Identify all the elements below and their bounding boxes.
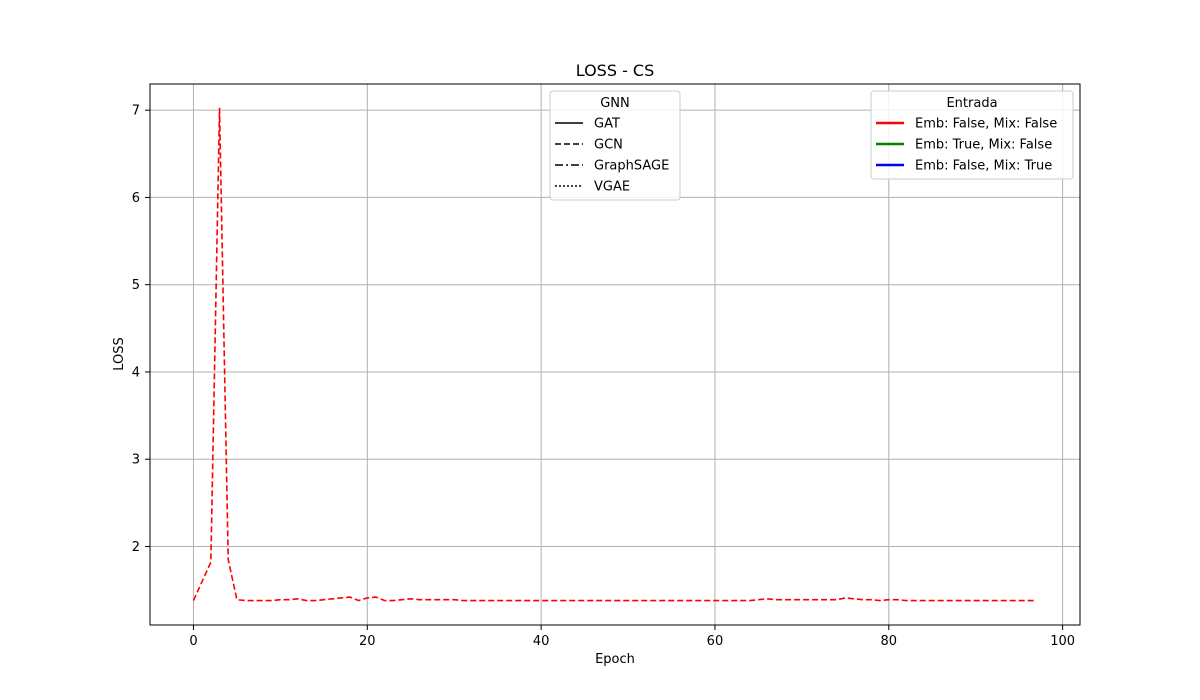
y-axis-label: LOSS	[112, 337, 127, 371]
legend-box	[549, 90, 681, 201]
legend-title: GNN	[600, 96, 630, 111]
y-tick-label: 5	[132, 278, 140, 293]
legend-input: Entrada Emb: False, Mix: False Emb: True, …	[870, 90, 1074, 180]
x-tick-label: 20	[359, 634, 376, 649]
x-tick-label: 60	[707, 634, 724, 649]
y-tick-label: 6	[132, 191, 140, 206]
chart-title: LOSS - CS	[576, 61, 655, 80]
x-tick-label: 40	[533, 634, 550, 649]
series-line-gcn	[192, 107, 1037, 602]
legend-label: GCN	[594, 138, 623, 153]
legend-label: VGAE	[594, 180, 630, 195]
legend-label: Emb: False, Mix: False	[915, 117, 1057, 132]
tick-layer: 0 20 40 60 80 100 2 3 4 5 6 7	[132, 104, 1075, 649]
x-tick-label: 100	[1050, 634, 1075, 649]
legend-gnn: GNN GAT GCN GraphSAGE VGAE	[549, 90, 681, 201]
y-tick-label: 7	[132, 104, 140, 119]
legend-label: Emb: False, Mix: True	[915, 159, 1052, 174]
y-tick-label: 3	[132, 453, 140, 468]
x-tick-label: 80	[881, 634, 898, 649]
legend-title: Entrada	[946, 96, 997, 111]
legend-label: GAT	[594, 117, 620, 132]
legend-box	[870, 90, 1074, 180]
legend-label: Emb: True, Mix: False	[915, 138, 1052, 153]
plot-frame	[149, 83, 1081, 626]
y-tick-label: 2	[132, 540, 140, 555]
legend-label: GraphSAGE	[594, 159, 669, 174]
x-axis-label: Epoch	[595, 652, 635, 667]
series-layer	[192, 107, 1037, 602]
y-tick-label: 4	[132, 365, 140, 380]
x-tick-label: 0	[189, 634, 197, 649]
